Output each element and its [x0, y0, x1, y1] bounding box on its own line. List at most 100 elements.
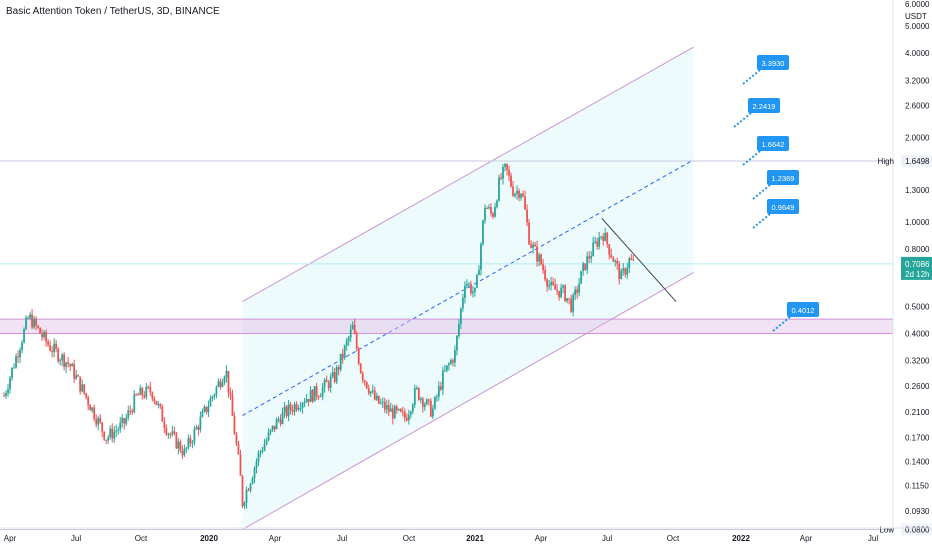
candle-body — [183, 448, 186, 456]
low-value: 0.0800 — [905, 525, 930, 534]
candle-body — [49, 345, 51, 351]
candle-body — [427, 399, 430, 401]
candle-body — [237, 444, 240, 455]
candle-body — [598, 237, 601, 247]
candle-body — [45, 332, 47, 342]
candle-body — [89, 405, 92, 411]
candle-body — [387, 405, 390, 412]
candle-body — [9, 377, 11, 390]
candle-body — [500, 177, 502, 179]
candle-body — [558, 291, 561, 298]
candle-body — [391, 408, 394, 419]
candle-body — [409, 411, 412, 415]
candle-body — [458, 323, 460, 336]
candle-body — [195, 427, 198, 430]
candle-body — [215, 386, 218, 395]
candle-body — [319, 396, 322, 398]
candle-body — [323, 379, 326, 388]
candle-body — [277, 419, 280, 421]
candle-body — [494, 206, 496, 217]
candle-body — [506, 163, 508, 170]
price-tick-label: 0.1400 — [905, 457, 930, 466]
candle-body — [229, 392, 232, 396]
time-tick-label: 2020 — [200, 534, 218, 543]
candle-body — [610, 254, 613, 258]
candle-body — [582, 263, 585, 272]
candle-body — [476, 274, 478, 288]
candle-body — [443, 370, 446, 372]
candle-body — [383, 401, 386, 410]
candle-body — [95, 419, 98, 425]
price-tick-label: 3.2000 — [905, 76, 930, 85]
candle-body — [17, 356, 19, 358]
candle-body — [566, 298, 569, 302]
candle-body — [329, 376, 332, 389]
candle-body — [173, 431, 176, 434]
candle-body — [377, 395, 380, 404]
candle-body — [123, 418, 126, 424]
candle-body — [147, 386, 150, 388]
price-tick-label: 0.2600 — [905, 382, 930, 391]
candle-body — [295, 403, 298, 410]
candle-body — [213, 394, 216, 397]
candle-body — [347, 337, 350, 342]
candle-body — [504, 163, 506, 167]
candle-body — [530, 244, 532, 248]
candle-body — [371, 390, 374, 392]
candle-body — [616, 260, 619, 264]
candle-body — [139, 387, 142, 395]
candle-body — [151, 392, 154, 399]
callout-box — [748, 98, 780, 113]
callout-label: 3.3930 — [762, 59, 785, 68]
price-tick-label: 2.6000 — [905, 102, 930, 111]
callout-label: 1.2369 — [772, 174, 795, 183]
candle-body — [385, 405, 388, 410]
time-tick-label: Apr — [269, 534, 282, 543]
candle-body — [570, 298, 573, 312]
candle-body — [327, 382, 330, 389]
candle-body — [624, 268, 627, 275]
time-tick-label: 2022 — [732, 534, 750, 543]
callout-box — [767, 199, 799, 214]
candle-body — [107, 437, 110, 441]
fib-callout: 0.9649 — [752, 199, 799, 229]
candle-body — [71, 363, 74, 367]
chart-title: Basic Attention Token / TetherUS, 3D, BI… — [6, 6, 220, 17]
candle-body — [325, 379, 328, 383]
candle-body — [121, 418, 124, 423]
candle-body — [462, 297, 464, 309]
candle-body — [23, 328, 25, 343]
candle-body — [33, 318, 35, 328]
candle-body — [417, 387, 420, 400]
candle-body — [357, 348, 360, 364]
candle-body — [550, 282, 552, 286]
last-price-badge — [901, 256, 932, 280]
candle-body — [600, 236, 603, 238]
candle-body — [367, 388, 370, 394]
candle-body — [484, 208, 486, 221]
candle-body — [177, 441, 180, 449]
candle-body — [59, 360, 62, 362]
candle-body — [544, 270, 546, 280]
candle-body — [219, 381, 222, 387]
candle-body — [81, 384, 84, 392]
candle-body — [395, 406, 398, 411]
candle-body — [69, 363, 72, 367]
candle-body — [524, 196, 526, 210]
candle-body — [127, 410, 130, 418]
candle-body — [181, 450, 184, 456]
candle-body — [335, 367, 338, 382]
candle-body — [163, 421, 166, 428]
candle-body — [269, 429, 272, 433]
price-tick-label: 1.3000 — [905, 186, 930, 195]
candle-body — [271, 425, 274, 430]
candle-body — [103, 431, 106, 440]
candle-body — [508, 169, 510, 176]
candle-body — [289, 404, 292, 410]
candle-body — [273, 425, 276, 430]
candle-body — [221, 382, 224, 387]
candle-body — [618, 263, 621, 280]
candle-body — [421, 398, 424, 407]
candle-body — [117, 429, 120, 431]
